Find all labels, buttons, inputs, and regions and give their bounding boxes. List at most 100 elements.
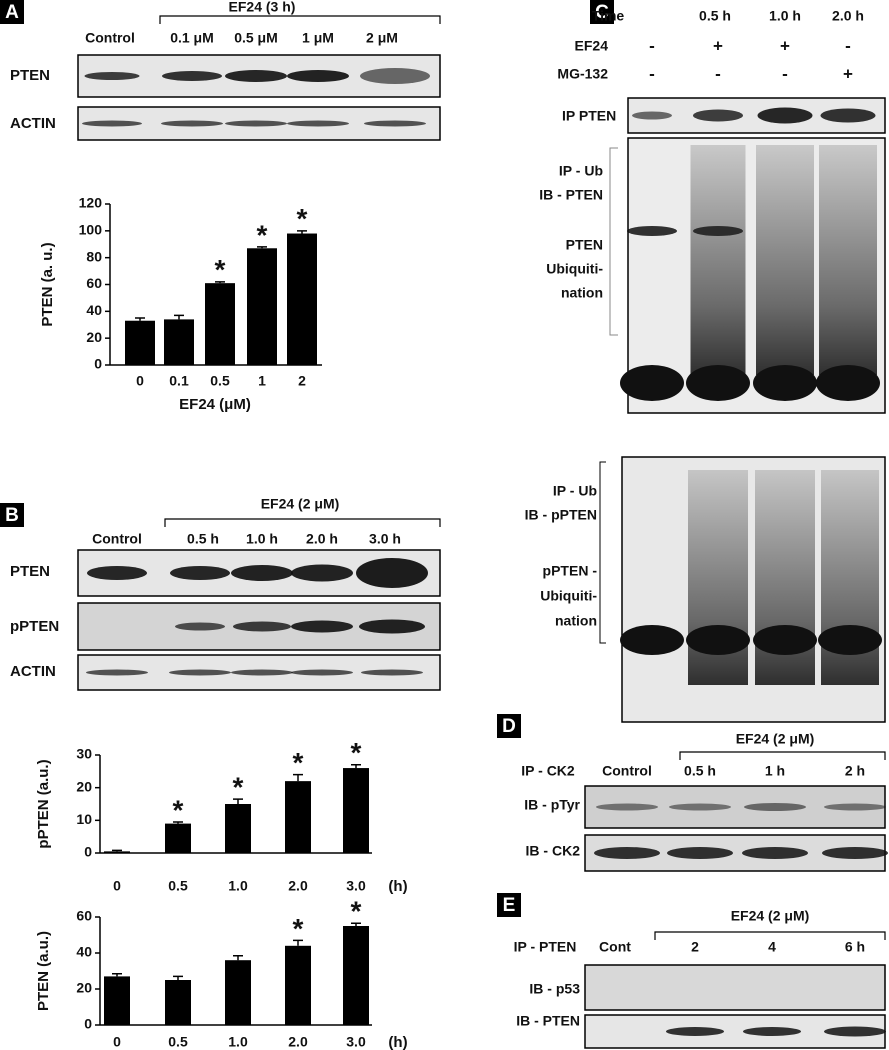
band: [822, 847, 888, 859]
band: [225, 120, 287, 127]
panel-letter: E: [503, 895, 516, 916]
band: [757, 107, 813, 124]
band: [686, 625, 750, 655]
blot-label: IP PTEN: [562, 108, 616, 124]
lane-label: 0.1 μM: [170, 30, 214, 46]
significance-marker: *: [297, 203, 308, 234]
condition-sign: +: [843, 64, 853, 83]
blot-label: IB - pTyr: [524, 797, 580, 813]
x-tick-label: 0.5: [168, 1034, 188, 1050]
significance-marker: *: [293, 747, 304, 778]
x-tick-label: 0: [113, 1034, 121, 1050]
x-tick-label: 2.0: [288, 878, 308, 894]
y-axis-label: PTEN (a. u.): [39, 242, 56, 326]
error-bar: [135, 317, 145, 321]
smear: [690, 145, 746, 375]
band: [686, 365, 750, 401]
ip-label: IP - CK2: [521, 763, 575, 779]
lane-label: 0.5 h: [684, 763, 716, 779]
error-bar: [215, 281, 225, 284]
blot-label: ACTIN: [10, 663, 56, 680]
band: [359, 619, 425, 634]
band: [291, 669, 353, 676]
error-bar: [174, 314, 184, 320]
blot-label: nation: [561, 285, 603, 301]
blot-label: IB - p53: [529, 981, 580, 997]
error-bar: [112, 972, 122, 977]
label: Time: [592, 8, 625, 24]
bar: [285, 781, 311, 853]
y-tick-label: 0: [84, 844, 92, 860]
significance-marker: *: [293, 913, 304, 944]
band: [170, 566, 230, 580]
lane-label: 2.0 h: [306, 531, 338, 547]
bracket: [679, 751, 886, 760]
bracket: [164, 518, 441, 527]
blot-label: pPTEN -: [543, 563, 598, 579]
condition-sign: +: [780, 36, 790, 55]
panel-letter: D: [502, 716, 516, 737]
bar: [165, 980, 191, 1025]
blot-label: IB - PTEN: [516, 1013, 580, 1029]
bar: [125, 320, 155, 365]
significance-marker: *: [351, 896, 362, 927]
band: [231, 565, 293, 581]
band: [820, 108, 876, 123]
bar: [104, 976, 130, 1025]
y-axis-label: PTEN (a.u.): [35, 931, 52, 1011]
band: [596, 803, 658, 811]
blot-label: IB - pPTEN: [525, 507, 597, 523]
bracket: [599, 461, 606, 644]
band: [669, 803, 731, 811]
band: [693, 226, 743, 236]
band: [361, 669, 423, 676]
error-bar: [257, 246, 267, 249]
lane-label: 0.5 μM: [234, 30, 278, 46]
y-tick-label: 100: [79, 222, 103, 238]
bar: [164, 319, 194, 365]
x-tick-label: 2: [298, 373, 306, 389]
y-tick-label: 40: [76, 944, 92, 960]
band: [824, 1026, 886, 1037]
error-bar: [112, 849, 122, 852]
blot-label: pPTEN: [10, 618, 59, 635]
condition-sign: -: [845, 36, 851, 55]
band: [87, 566, 147, 580]
significance-marker: *: [233, 771, 244, 802]
error-bar: [351, 922, 361, 926]
significance-marker: *: [257, 219, 268, 250]
band: [743, 1027, 801, 1036]
bar: [247, 248, 277, 365]
band: [693, 109, 743, 122]
x-tick-label: 1: [258, 373, 266, 389]
bar: [343, 768, 369, 853]
lane-label: 1 h: [765, 763, 785, 779]
x-tick-label: 3.0: [346, 878, 366, 894]
lane-label: 2.0 h: [832, 8, 864, 24]
band: [225, 70, 287, 82]
band: [753, 365, 817, 401]
label: EF24 (2 μM): [261, 496, 340, 512]
error-bar: [293, 773, 303, 782]
bracket: [609, 147, 618, 336]
condition-sign: -: [649, 36, 655, 55]
blot-label: nation: [555, 613, 597, 629]
bar: [104, 851, 130, 853]
label: EF24 (2 μM): [731, 908, 810, 924]
x-tick-label: 0.5: [210, 373, 230, 389]
band: [364, 120, 426, 127]
error-bar: [351, 764, 361, 769]
bar: [287, 233, 317, 365]
error-bar: [293, 939, 303, 946]
smear: [819, 145, 877, 375]
blot-label: IB - CK2: [526, 843, 581, 859]
smear: [756, 145, 814, 375]
y-tick-label: 20: [76, 980, 92, 996]
panel-letter-box: [497, 893, 521, 917]
band: [356, 558, 428, 588]
x-tick-label: 0.1: [169, 373, 189, 389]
y-tick-label: 120: [79, 195, 103, 211]
band: [169, 669, 231, 676]
bar: [285, 945, 311, 1025]
band: [84, 72, 140, 80]
